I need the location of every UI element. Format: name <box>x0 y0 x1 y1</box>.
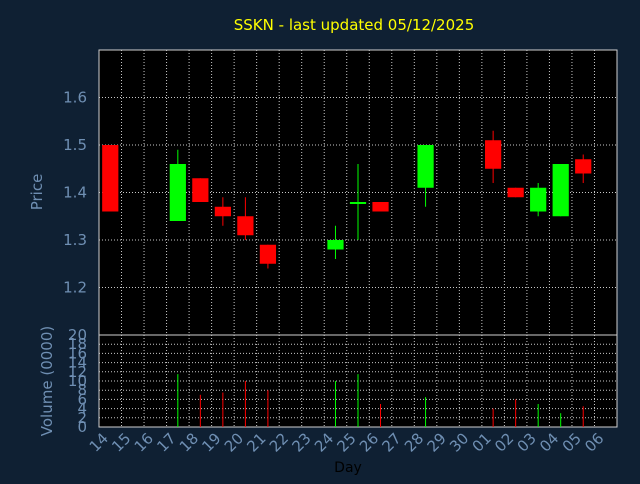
volume-axis-label: Volume (0000) <box>38 326 56 436</box>
price-tick-label: 1.5 <box>63 136 87 154</box>
volume-tick-label: 4 <box>77 400 87 418</box>
candle-body <box>372 202 389 212</box>
price-tick-label: 1.6 <box>63 89 87 107</box>
volume-tick-label: 14 <box>68 354 87 372</box>
volume-tick-label: 8 <box>77 381 87 399</box>
volume-tick-label: 10 <box>68 372 87 390</box>
price-tick-label: 1.4 <box>63 184 87 202</box>
volume-tick-label: 2 <box>77 409 87 427</box>
price-tick-label: 1.2 <box>63 279 87 297</box>
candle-body <box>349 202 367 204</box>
candle-body <box>169 164 186 221</box>
candle-body <box>417 145 434 188</box>
chart-title: SSKN - last updated 05/12/2025 <box>234 16 474 34</box>
volume-tick-label: 12 <box>68 363 87 381</box>
candle-body <box>507 187 524 198</box>
volume-tick-label: 16 <box>68 344 87 362</box>
candle-body <box>552 164 569 217</box>
volume-tick-label: 0 <box>77 418 87 436</box>
volume-panel: 0246810121416182014151617181920212223242… <box>68 326 618 456</box>
price-tick-label: 1.3 <box>63 231 87 249</box>
candle-body <box>485 140 502 169</box>
volume-tick-label: 6 <box>77 390 87 408</box>
candle-body <box>259 244 277 264</box>
candle-body <box>102 145 119 212</box>
candle-body <box>192 178 209 202</box>
candle-body <box>530 187 547 212</box>
day-tick-label: 06 <box>581 429 607 455</box>
candle-body <box>327 240 344 250</box>
candle-body <box>237 216 254 236</box>
price-panel: 1.2 1.3 1.4 1.5 1.6 <box>63 49 618 336</box>
candle-body <box>214 206 231 217</box>
day-axis-label: Day <box>334 460 362 476</box>
volume-tick-label: 18 <box>68 335 87 353</box>
volume-tick-label: 20 <box>68 326 87 344</box>
candle-body <box>575 159 592 174</box>
price-axis-label: Price <box>28 174 46 211</box>
